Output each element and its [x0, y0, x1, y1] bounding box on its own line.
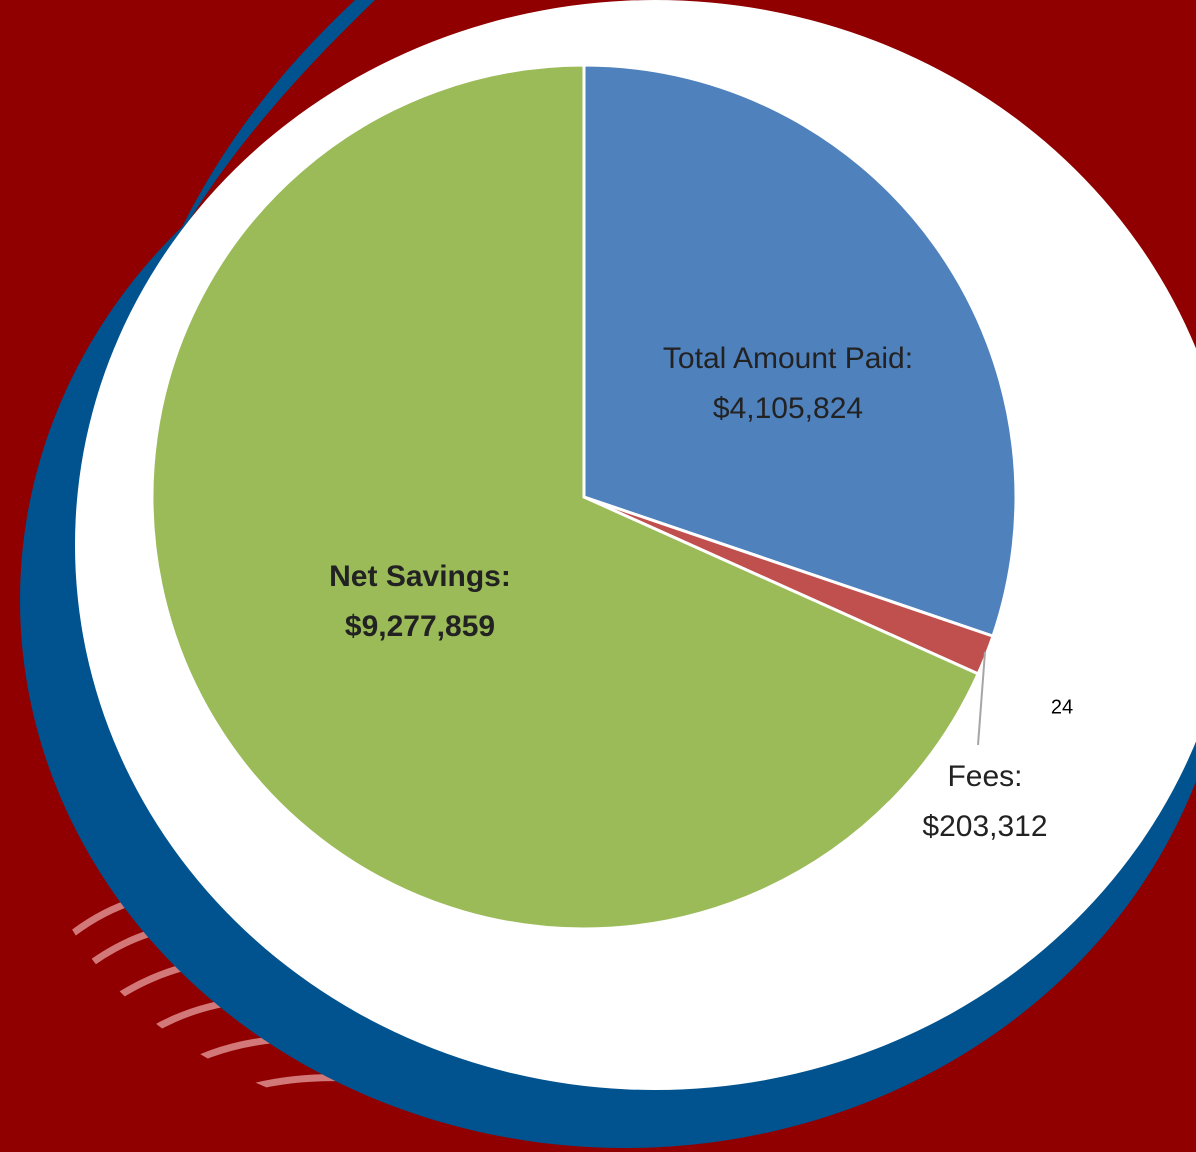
- slice-value-label: $4,105,824: [713, 392, 863, 425]
- pie-slice: [150, 63, 981, 931]
- leader-line: [977, 651, 986, 746]
- pie: [150, 63, 1018, 931]
- page-number: 24: [1051, 696, 1073, 718]
- slice-value-label: $9,277,859: [345, 610, 495, 643]
- slice-label: Total Amount Paid:: [663, 342, 913, 375]
- pie-slice: [582, 63, 1018, 639]
- slice-label: Fees:: [947, 760, 1022, 793]
- slice-label: Net Savings:: [329, 560, 511, 593]
- slice-value-label: $203,312: [922, 810, 1047, 843]
